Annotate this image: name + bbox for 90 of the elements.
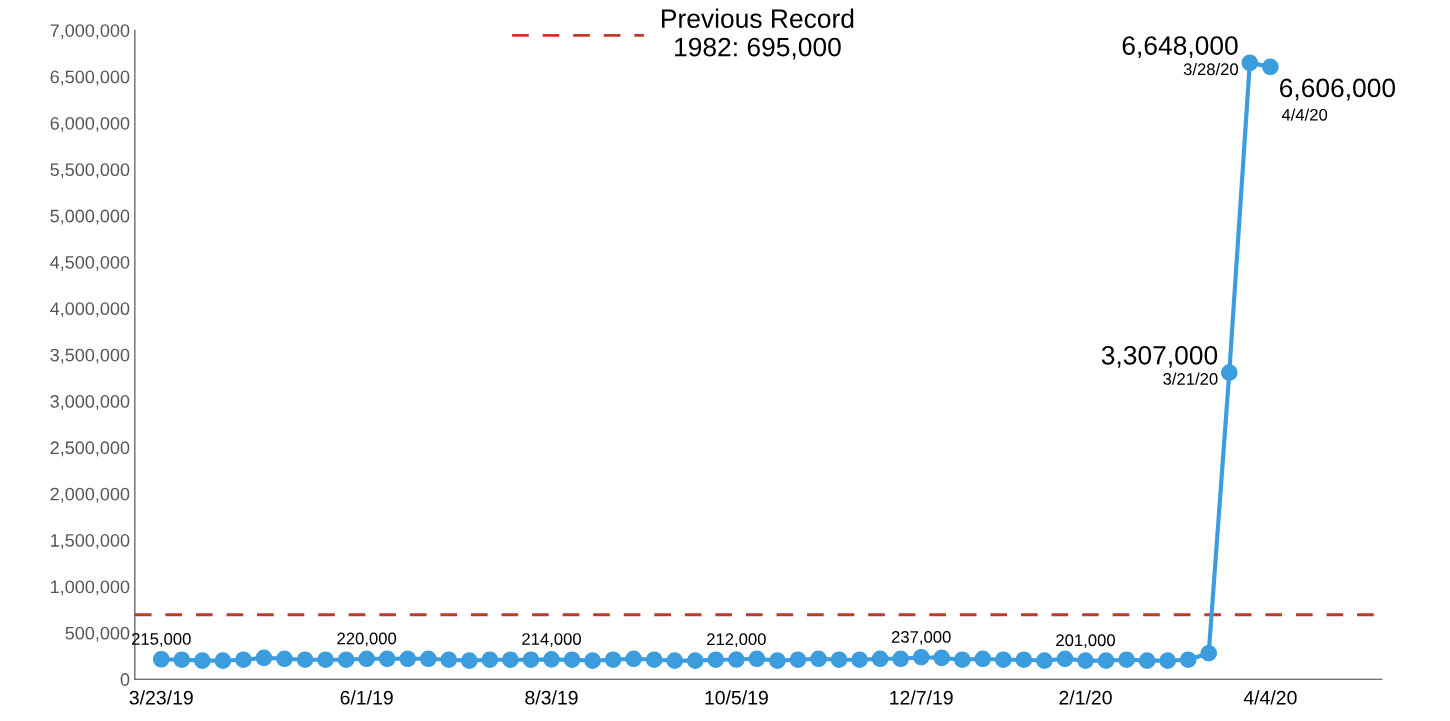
point (337, 651, 355, 669)
y-tick-label: 1,500,000 (51, 534, 130, 549)
point (810, 650, 827, 668)
data-label: 237,000 (891, 631, 951, 645)
y-tick-label: 2,000,000 (50, 487, 130, 503)
point (851, 651, 868, 669)
point (358, 650, 375, 668)
point (645, 651, 663, 669)
y-tick-label: 2,500,000 (50, 441, 130, 457)
y-tick-label: 3,000,000 (50, 395, 130, 410)
point (995, 651, 1012, 669)
point (1138, 652, 1156, 669)
point (728, 651, 745, 668)
y-tick-label: 4,000,000 (50, 302, 130, 318)
point (1056, 650, 1074, 668)
y-tick-label: 1,000,000 (51, 580, 130, 596)
data-label: 201,000 (1056, 634, 1115, 649)
point (789, 651, 807, 669)
point (543, 651, 560, 668)
point (419, 650, 437, 668)
point (953, 651, 971, 669)
point (502, 651, 519, 669)
point (399, 650, 417, 668)
point (440, 651, 458, 669)
x-tick-label: 6/1/19 (340, 690, 393, 705)
point (276, 650, 293, 668)
x-tick-label: 8/3/19 (525, 690, 578, 705)
point (1200, 644, 1218, 662)
point (378, 650, 396, 668)
point (481, 651, 499, 669)
point (1262, 58, 1279, 76)
point (912, 648, 930, 666)
point (604, 651, 622, 669)
annotation: 3/21/20 (1163, 372, 1218, 385)
point (563, 651, 581, 669)
point (152, 650, 170, 668)
point (933, 649, 951, 667)
point (255, 649, 273, 667)
data-label: 3,307,000 (1101, 345, 1218, 368)
annotation: 3/28/20 (1183, 62, 1239, 76)
point (1118, 651, 1135, 669)
point (173, 651, 191, 669)
x-tick-label: 2/1/20 (1059, 690, 1112, 705)
point (892, 650, 909, 668)
point (461, 652, 478, 669)
point (1220, 364, 1238, 381)
x-tick-label: 10/5/19 (705, 690, 768, 705)
y-tick-label: 5,500,000 (50, 163, 130, 179)
point (1097, 652, 1115, 669)
data-label: 214,000 (522, 633, 581, 647)
point (707, 651, 725, 669)
data-label: 220,000 (337, 632, 397, 647)
point (296, 651, 314, 669)
point (871, 650, 889, 668)
y-tick-label: 5,000,000 (50, 209, 130, 225)
y-tick-label: 500,000 (65, 626, 130, 642)
point (974, 650, 992, 668)
point (1159, 652, 1176, 669)
data-label: 6,648,000 (1122, 36, 1238, 59)
legend-label: Previous Record 1982: 695,000 (662, 8, 854, 60)
x-tick-label: 3/23/19 (129, 690, 193, 705)
y-tick-label: 6,500,000 (50, 70, 130, 86)
point (214, 652, 232, 669)
y-tick-label: 6,000,000 (50, 116, 130, 132)
point (625, 650, 642, 668)
point (522, 651, 540, 669)
point (1179, 651, 1197, 669)
point (1241, 54, 1259, 72)
point (1015, 651, 1033, 669)
point (686, 652, 704, 669)
point (194, 652, 211, 669)
y-tick-label: 7,000,000 (50, 24, 130, 40)
data-label: 215,000 (131, 633, 191, 647)
data-label: 6,606,000 (1280, 78, 1396, 101)
x-tick-label: 12/7/19 (890, 690, 953, 705)
point (830, 651, 848, 669)
y-tick-label: 0 (120, 673, 130, 686)
point (584, 652, 601, 669)
x-tick-label: 4/4/20 (1243, 690, 1297, 705)
data-label: 212,000 (707, 633, 766, 648)
annotation: 4/4/20 (1281, 108, 1328, 121)
point (235, 651, 252, 669)
point (317, 651, 334, 669)
point (1036, 652, 1053, 669)
point (1077, 652, 1094, 669)
point (748, 650, 766, 668)
y-tick-label: 3,500,000 (50, 348, 130, 364)
point (769, 652, 786, 669)
point (666, 652, 684, 669)
y-tick-label: 4,500,000 (50, 255, 130, 271)
